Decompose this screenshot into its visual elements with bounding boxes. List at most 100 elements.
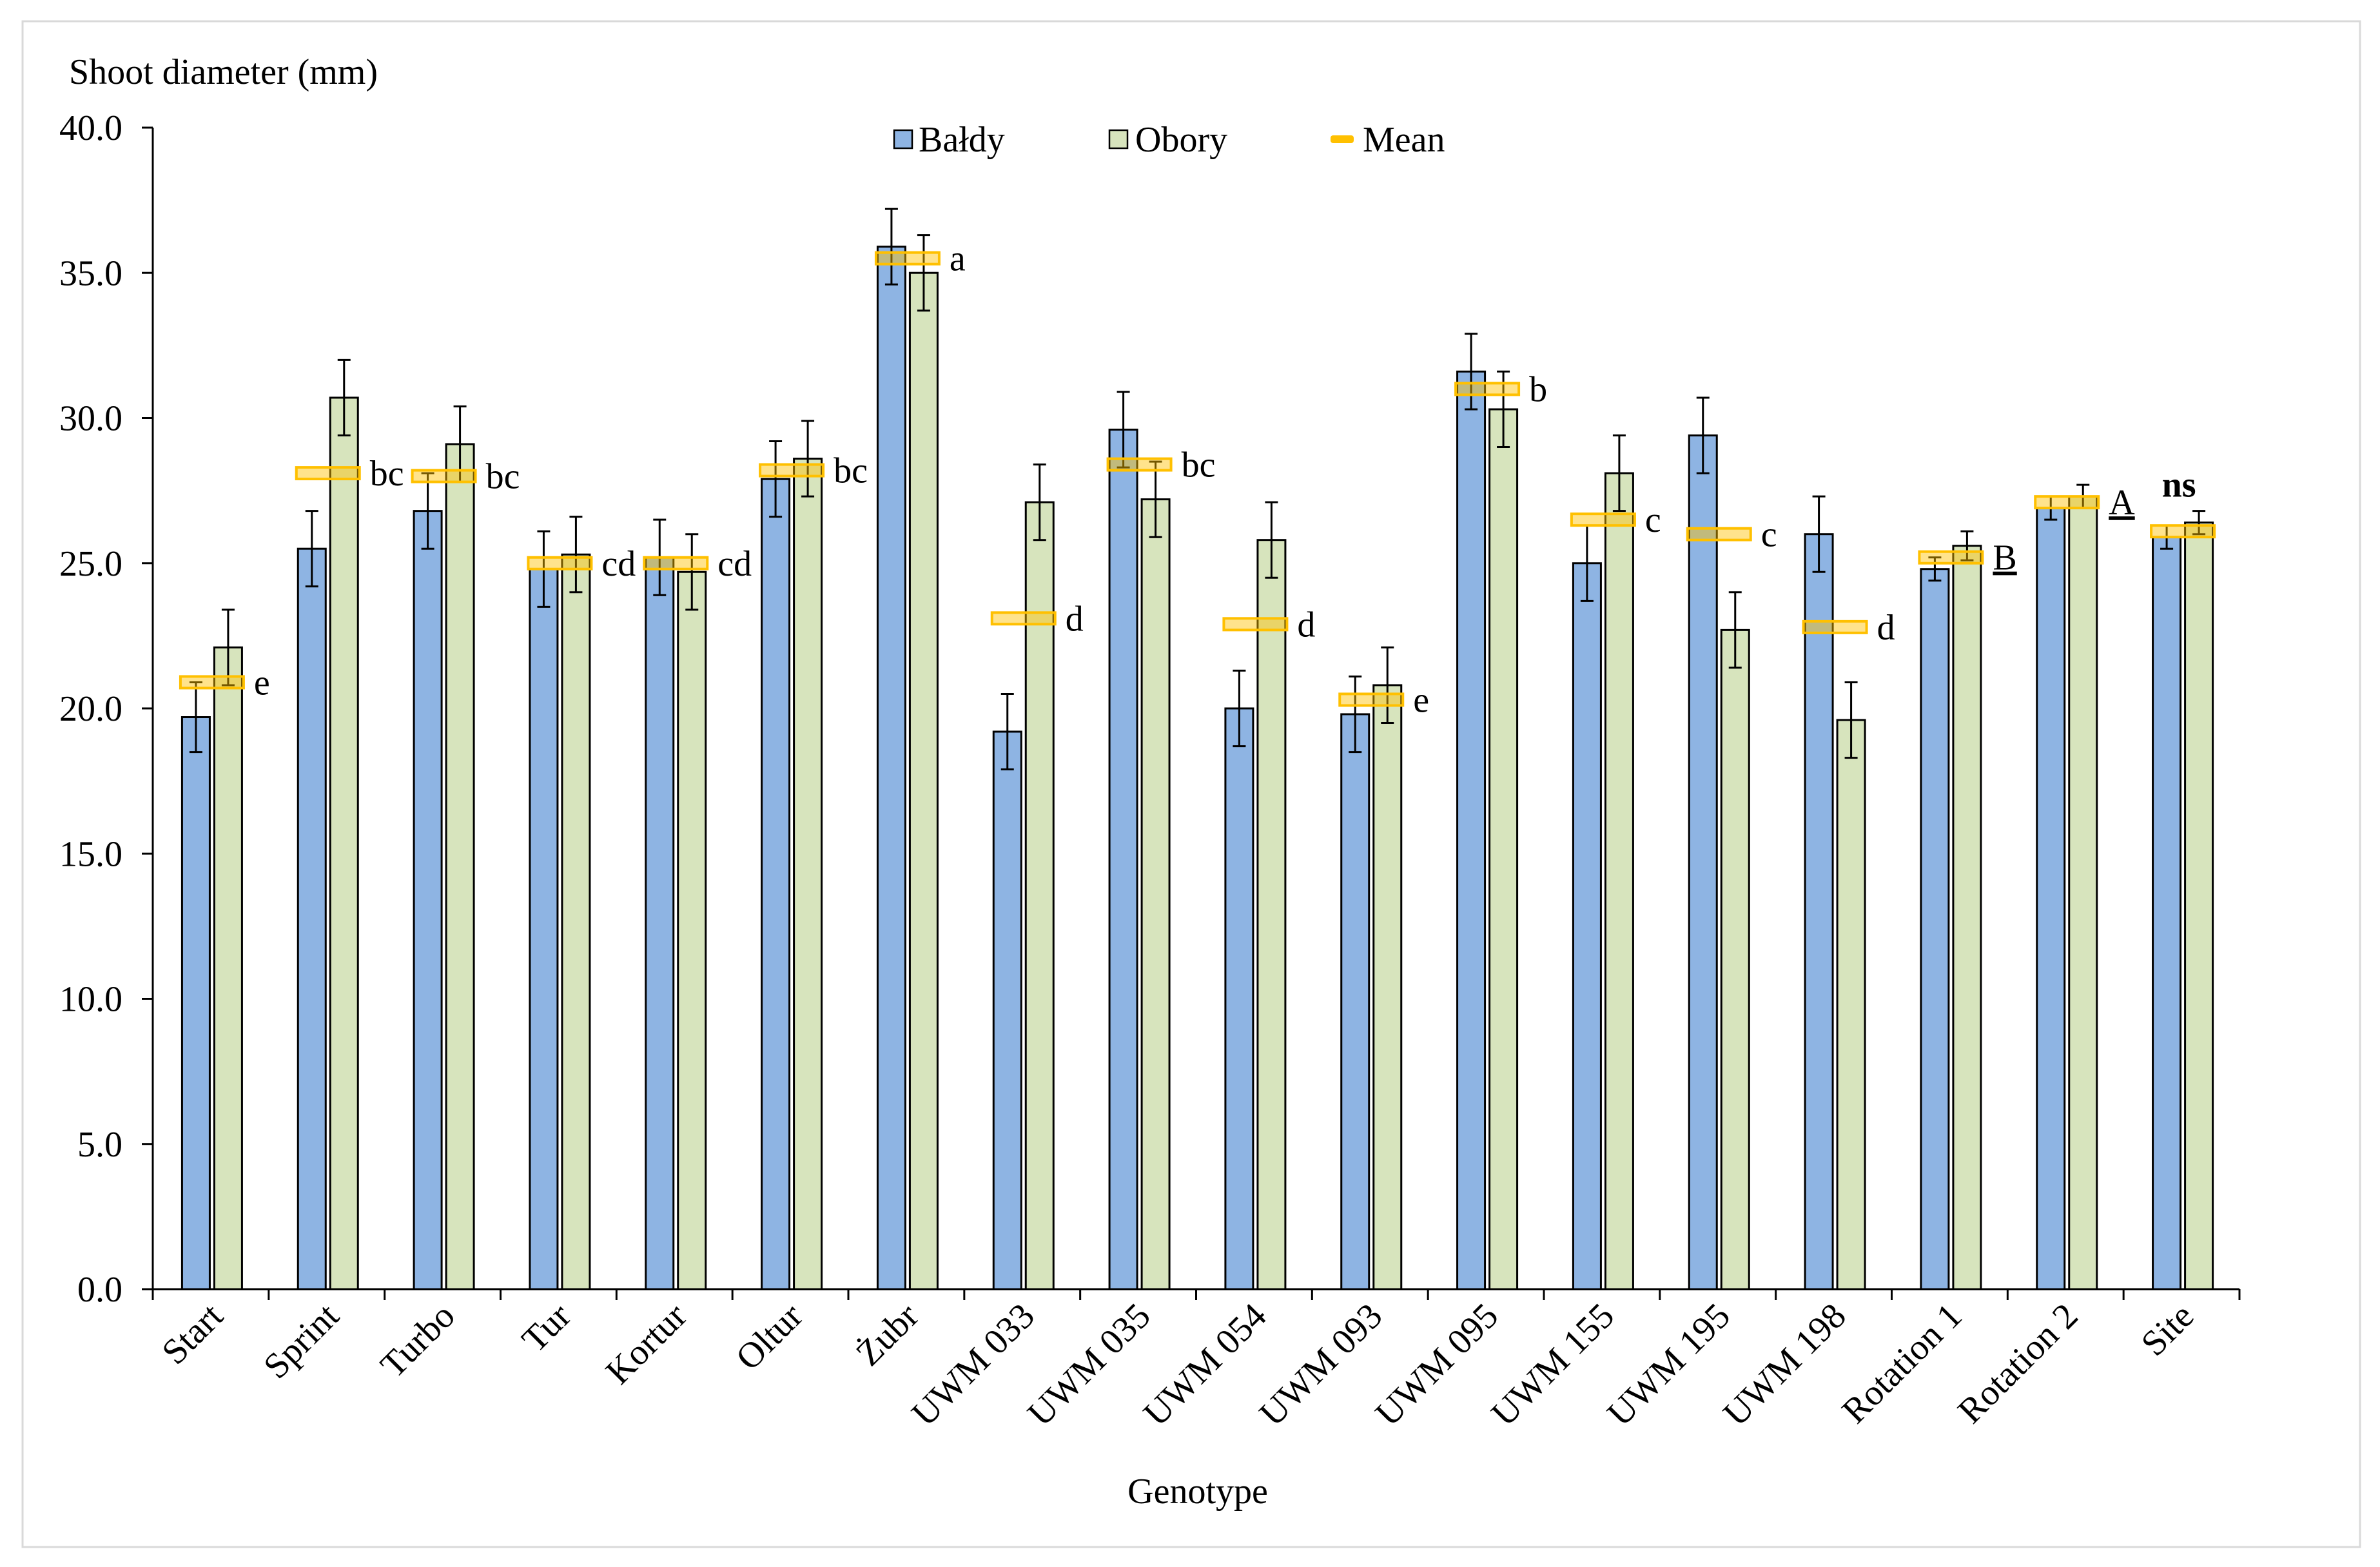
mean-marker-zubr xyxy=(874,251,941,266)
error-bar-obory-sprint xyxy=(337,358,351,437)
mean-marker-uwm-093 xyxy=(1338,692,1405,707)
y-ticks-layer: 0.0 5.0 10.0 15.0 20.0 25.0 30.0 35.0 40.0 xyxy=(59,108,153,1310)
error-bar-obory-uwm-093 xyxy=(1381,646,1394,725)
error-bar-obory-oltur xyxy=(801,420,815,498)
significance-letter-kortur: cd xyxy=(717,544,752,584)
legend-swatch-baldy xyxy=(893,129,913,150)
mean-marker-uwm-198 xyxy=(1802,619,1868,634)
bar-baldy-uwm-035 xyxy=(1108,429,1138,1290)
bar-baldy-oltur xyxy=(761,478,791,1290)
legend-item-mean: Mean xyxy=(1331,120,1445,160)
error-bar-obory-uwm-155 xyxy=(1612,434,1626,512)
significance-letter-uwm-198: d xyxy=(1877,608,1895,648)
error-bar-baldy-uwm-033 xyxy=(1000,692,1014,771)
bar-obory-site xyxy=(2184,521,2214,1290)
bar-baldy-uwm-155 xyxy=(1572,562,1602,1290)
bar-obory-uwm-095 xyxy=(1488,408,1519,1290)
mean-marker-uwm-195 xyxy=(1686,527,1752,541)
significance-letter-uwm-155: c xyxy=(1645,500,1661,540)
significance-letter-uwm-093: e xyxy=(1413,680,1429,720)
mean-marker-oltur xyxy=(759,463,825,478)
significance-letter-uwm-033: d xyxy=(1066,599,1084,639)
mean-marker-site xyxy=(2150,524,2216,539)
legend-swatch-obory xyxy=(1108,129,1129,150)
bars-layer xyxy=(180,246,2214,1290)
bar-baldy-uwm-033 xyxy=(992,730,1022,1290)
bar-obory-sprint xyxy=(329,396,359,1290)
significance-letter-tur: cd xyxy=(601,544,636,584)
bar-baldy-site xyxy=(2152,536,2182,1290)
y-tick-label-1: 5.0 xyxy=(77,1125,122,1165)
y-axis-title: Shoot diameter (mm) xyxy=(69,52,378,92)
significance-letter-uwm-195: c xyxy=(1761,515,1777,555)
mean-markers-layer xyxy=(179,251,2216,707)
mean-marker-rotation-1 xyxy=(1918,550,1984,565)
error-bar-baldy-uwm-195 xyxy=(1696,396,1710,474)
bar-obory-rotation-1 xyxy=(1952,545,1982,1290)
bar-baldy-uwm-093 xyxy=(1340,713,1370,1290)
error-bar-obory-uwm-035 xyxy=(1149,460,1162,538)
error-bar-baldy-uwm-035 xyxy=(1117,391,1130,469)
mean-marker-uwm-035 xyxy=(1106,457,1173,472)
legend-swatch-mean xyxy=(1331,135,1354,143)
bar-obory-uwm-155 xyxy=(1604,472,1634,1290)
significance-letter-uwm-095: b xyxy=(1529,369,1547,409)
significance-letter-site: ns xyxy=(2162,465,2196,505)
significance-letter-uwm-054: d xyxy=(1297,605,1315,645)
error-bar-obory-uwm-195 xyxy=(1728,591,1742,669)
y-tick-label-3: 15.0 xyxy=(59,834,122,874)
y-tick-label-4: 20.0 xyxy=(59,689,122,729)
error-bar-obory-zubr xyxy=(917,234,930,312)
legend-item-obory: Obory xyxy=(1108,120,1227,160)
bar-obory-rotation-2 xyxy=(2068,495,2098,1290)
bar-obory-start xyxy=(213,646,243,1290)
error-bar-obory-uwm-054 xyxy=(1265,501,1278,579)
bar-baldy-uwm-198 xyxy=(1804,533,1834,1290)
bar-obory-uwm-054 xyxy=(1256,539,1287,1290)
error-bar-baldy-rotation-1 xyxy=(1928,556,1942,582)
bar-baldy-uwm-054 xyxy=(1224,707,1254,1290)
significance-letter-uwm-035: bc xyxy=(1182,445,1216,485)
mean-marker-kortur xyxy=(643,556,709,570)
error-bar-baldy-uwm-054 xyxy=(1233,669,1246,748)
bar-obory-turbo xyxy=(445,443,475,1290)
bar-baldy-tur xyxy=(529,568,559,1290)
mean-marker-uwm-054 xyxy=(1222,617,1289,632)
error-bar-baldy-oltur xyxy=(769,440,783,518)
bar-obory-tur xyxy=(561,553,591,1290)
legend-item-baldy: Bałdy xyxy=(893,120,1005,160)
bar-baldy-sprint xyxy=(297,547,327,1290)
bar-baldy-start xyxy=(180,716,211,1290)
error-bar-obory-rotation-1 xyxy=(1960,530,1974,561)
mean-marker-sprint xyxy=(295,466,361,481)
bar-baldy-kortur xyxy=(645,556,675,1290)
error-bar-obory-kortur xyxy=(685,533,699,611)
significance-letter-turbo: bc xyxy=(486,457,520,497)
bar-obory-uwm-195 xyxy=(1720,628,1750,1290)
x-axis-title: Genotype xyxy=(1127,1472,1268,1512)
y-tick-label-0: 0.0 xyxy=(77,1270,122,1310)
error-bar-baldy-start xyxy=(189,681,202,754)
significance-letter-oltur: bc xyxy=(834,451,868,491)
error-bar-obory-site xyxy=(2192,510,2206,536)
error-bar-obory-uwm-033 xyxy=(1033,463,1046,541)
y-tick-label-5: 25.0 xyxy=(59,544,122,584)
error-bar-obory-start xyxy=(221,608,235,686)
y-tick-label-2: 10.0 xyxy=(59,980,122,1020)
mean-marker-uwm-033 xyxy=(990,611,1057,626)
bar-obory-zubr xyxy=(908,271,939,1290)
significance-letter-rotation-2: A xyxy=(2109,483,2135,523)
bar-obory-oltur xyxy=(793,458,823,1290)
y-tick-label-7: 35.0 xyxy=(59,253,122,293)
significance-letter-sprint: bc xyxy=(370,454,404,494)
bar-baldy-rotation-1 xyxy=(1920,568,1950,1290)
error-bar-baldy-uwm-093 xyxy=(1349,675,1362,754)
error-bar-baldy-turbo xyxy=(421,472,434,550)
y-tick-label-6: 30.0 xyxy=(59,399,122,439)
significance-letter-start: e xyxy=(254,663,270,703)
legend: Bałdy Obory Mean xyxy=(893,120,1445,160)
mean-marker-tur xyxy=(527,556,593,570)
mean-marker-uwm-155 xyxy=(1570,512,1636,527)
